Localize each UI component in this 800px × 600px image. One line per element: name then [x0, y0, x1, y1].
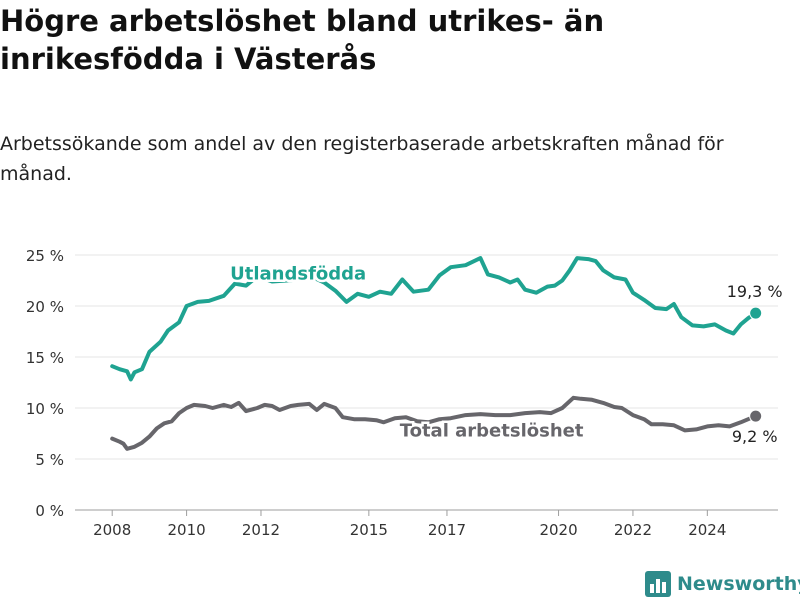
chart-title: Högre arbetslöshet bland utrikes- än inr… [0, 4, 605, 76]
x-tick-label: 2024 [688, 521, 726, 539]
line-chart: 0 % 5 % 10 % 15 % 20 % 25 % 2008 2010 2012 2015 20… [26, 247, 783, 539]
axes: 0 % 5 % 10 % 15 % 20 % 25 % 2008 2010 2012 2015 20… [26, 247, 778, 539]
chart-subtitle: Arbetssökande som andel av den registerb… [0, 133, 724, 185]
series-end-label-1: 9,2 % [732, 427, 778, 446]
y-tick-label: 25 % [26, 247, 64, 265]
brand-name: Newsworthy [677, 573, 800, 595]
x-tick-label: 2017 [428, 521, 466, 539]
series-line-1 [110, 395, 758, 451]
x-tick-label: 2010 [167, 521, 205, 539]
y-tick-label: 15 % [26, 349, 64, 367]
brand-logo[interactable]: Newsworthy [645, 570, 800, 598]
x-tick-label: 2022 [614, 521, 652, 539]
series-end-point-1 [749, 409, 763, 423]
series-name-label-1: Total arbetslöshet [400, 420, 584, 441]
series-lines [110, 256, 763, 451]
y-tick-label: 20 % [26, 298, 64, 316]
series-end-point-0 [749, 306, 763, 320]
series-name-label-0: Utlandsfödda [230, 263, 366, 284]
gridlines [75, 254, 778, 511]
y-tick-label: 0 % [35, 502, 64, 520]
x-tick-label: 2020 [539, 521, 577, 539]
chart-labels: 19,3 % 9,2 % Utlandsfödda Total arbetslöshe… [228, 261, 783, 446]
series-line-0 [110, 256, 758, 382]
x-tick-label: 2015 [350, 521, 388, 539]
series-end-label-0: 19,3 % [727, 282, 783, 301]
bar-chart-logo-icon [645, 571, 671, 597]
y-tick-label: 5 % [35, 451, 64, 469]
x-tick-label: 2008 [93, 521, 131, 539]
y-tick-label: 10 % [26, 400, 64, 418]
x-tick-label: 2012 [242, 521, 280, 539]
